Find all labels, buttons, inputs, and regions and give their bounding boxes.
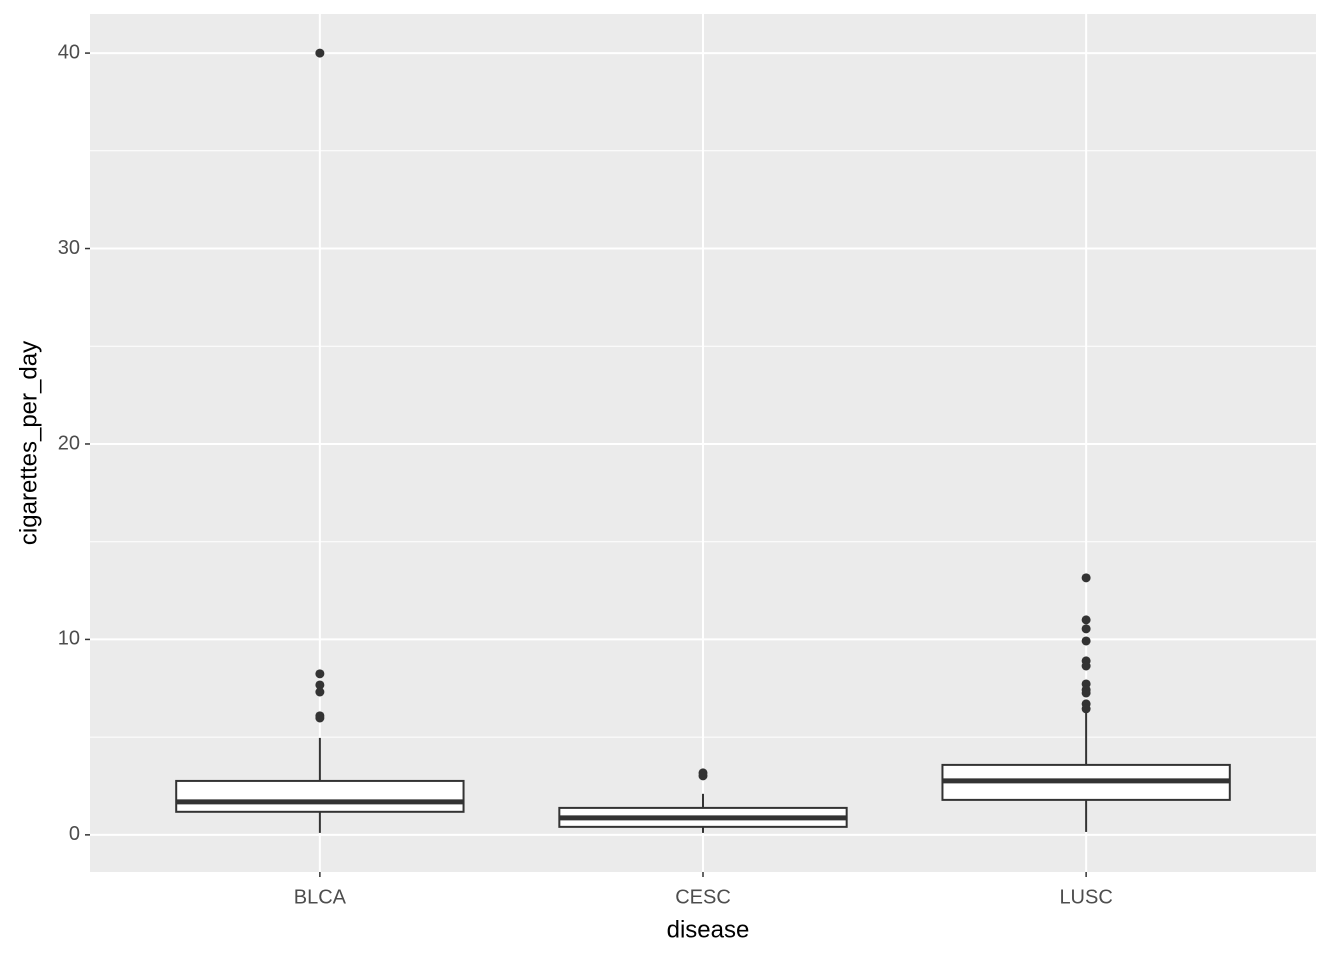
outlier bbox=[315, 669, 325, 679]
box bbox=[175, 779, 465, 813]
outlier bbox=[1081, 636, 1091, 646]
x-tick-label: LUSC bbox=[1059, 886, 1112, 908]
outlier bbox=[315, 48, 325, 58]
y-tick-label: 10 bbox=[58, 628, 80, 650]
y-tick-label: 30 bbox=[58, 237, 80, 259]
outlier bbox=[1081, 688, 1091, 698]
outlier bbox=[1081, 573, 1091, 583]
outlier bbox=[315, 687, 325, 697]
outlier bbox=[315, 680, 325, 690]
outlier bbox=[698, 771, 708, 781]
x-tick-label: BLCA bbox=[294, 886, 347, 908]
y-tick-label: 20 bbox=[58, 432, 80, 454]
y-axis-title: cigarettes_per_day bbox=[15, 341, 42, 545]
outlier bbox=[1081, 624, 1091, 634]
x-tick-label: CESC bbox=[675, 886, 731, 908]
outlier bbox=[1081, 704, 1091, 714]
x-axis-title: disease bbox=[667, 916, 750, 943]
outlier bbox=[1081, 661, 1091, 671]
y-tick-label: 0 bbox=[69, 823, 80, 845]
outlier bbox=[315, 713, 325, 723]
y-tick-label: 40 bbox=[58, 41, 80, 63]
outlier bbox=[1081, 615, 1091, 625]
